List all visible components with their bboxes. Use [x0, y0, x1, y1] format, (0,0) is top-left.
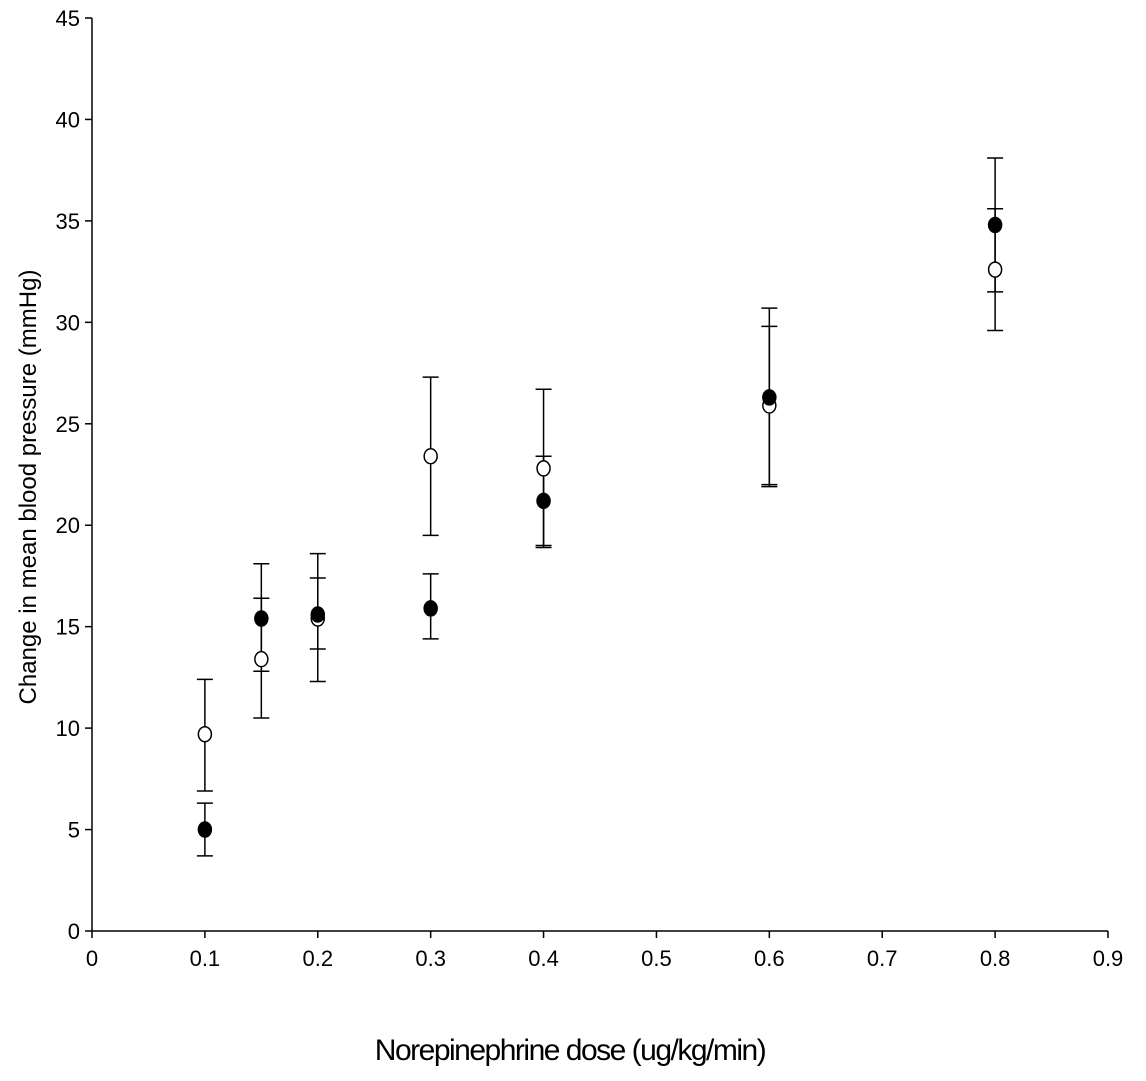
y-tick-label: 35 [56, 209, 80, 234]
y-axis-ticks: 0 5 10 15 20 25 30 35 40 45 [56, 6, 92, 944]
data-point-filled [254, 610, 269, 627]
data-point-open [197, 725, 213, 743]
data-point-open [423, 447, 438, 465]
y-tick-label: 30 [56, 310, 80, 335]
x-axis-title: Norepinephrine dose (ug/kg/min) [375, 1034, 766, 1067]
x-tick-label: 0.5 [641, 946, 672, 971]
x-tick-label: 0.2 [302, 946, 333, 971]
y-tick-label: 5 [68, 818, 80, 843]
y-tick-label: 20 [56, 513, 80, 538]
y-tick-label: 10 [56, 716, 80, 741]
x-tick-label: 0.7 [867, 946, 898, 971]
data-point-filled [987, 216, 1003, 234]
data-markers [197, 216, 1003, 838]
y-tick-label: 0 [68, 919, 80, 944]
x-tick-label: 0.6 [754, 946, 785, 971]
y-tick-label: 45 [56, 6, 80, 31]
y-tick-label: 15 [56, 615, 80, 640]
data-point-filled [197, 821, 213, 838]
data-point-open [536, 460, 551, 477]
data-point-open [987, 261, 1003, 278]
data-point-filled [310, 606, 326, 623]
error-bars [196, 157, 1004, 857]
x-tick-label: 0.1 [190, 946, 221, 971]
x-axis-ticks: 0 0.1 0.2 0.3 0.4 0.5 0.6 0.7 0.8 0.9 [86, 931, 1123, 971]
data-point-open [254, 650, 269, 668]
x-tick-label: 0.4 [528, 946, 559, 971]
data-point-filled [762, 389, 777, 406]
axes [91, 18, 1108, 932]
data-point-filled [423, 600, 438, 617]
y-tick-label: 40 [56, 107, 80, 132]
x-tick-label: 0.3 [415, 946, 446, 971]
x-tick-label: 0.8 [980, 946, 1011, 971]
data-point-filled [536, 492, 551, 510]
x-tick-label: 0 [86, 946, 98, 971]
x-tick-label: 0.9 [1093, 946, 1124, 971]
y-tick-label: 25 [56, 412, 80, 437]
y-axis-title: Change in mean blood pressure (mmHg) [15, 270, 42, 705]
